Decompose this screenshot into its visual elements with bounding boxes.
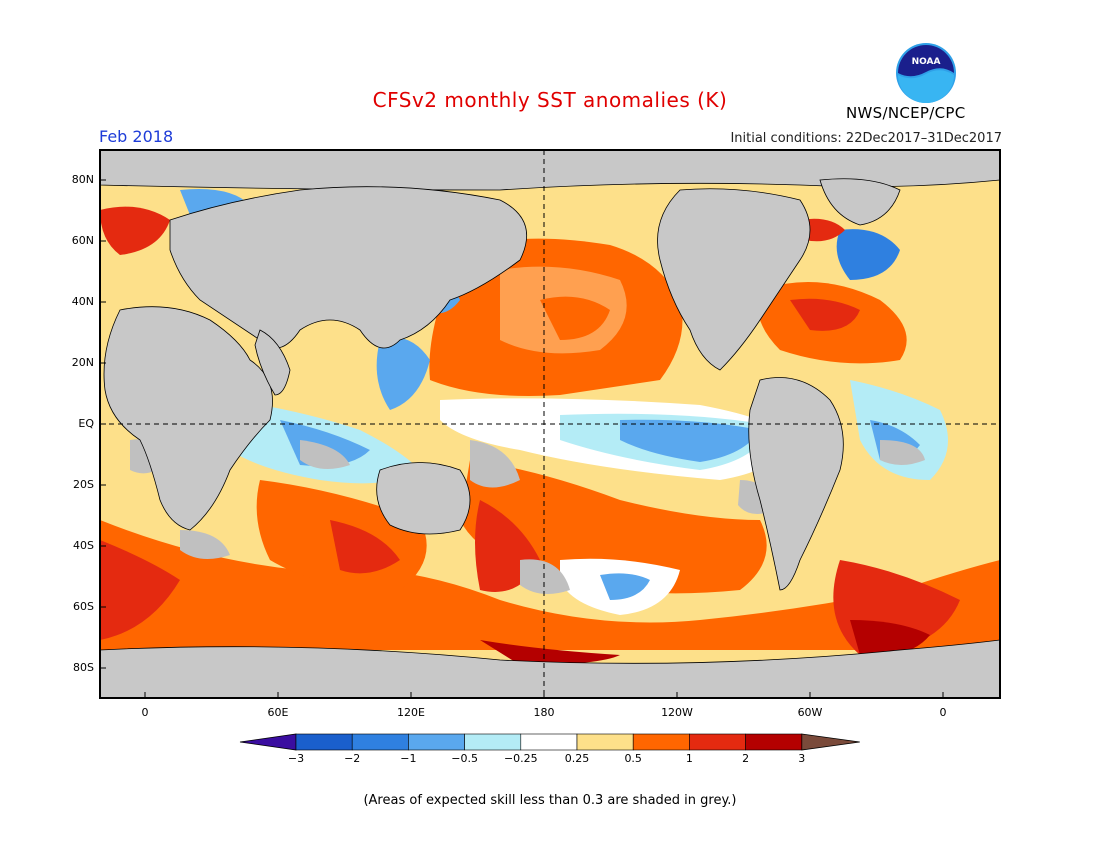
colorbar-segment bbox=[745, 733, 803, 751]
colorbar-tick-label: 3 bbox=[798, 752, 806, 765]
colorbar-segment bbox=[464, 733, 522, 751]
antarctica bbox=[100, 639, 1000, 698]
initial-conditions-label: Initial conditions: 22Dec2017–31Dec2017 bbox=[730, 131, 1002, 146]
colorbar-tick-label: −1 bbox=[400, 752, 417, 765]
lat-label: 40N bbox=[71, 295, 94, 308]
lon-label: 60W bbox=[797, 706, 823, 719]
lon-label: 0 bbox=[939, 706, 947, 719]
colorbar-segment bbox=[689, 733, 746, 751]
logo-text: NOAA bbox=[912, 57, 941, 67]
lon-label: 180 bbox=[533, 706, 555, 719]
colorbar-tick-label: 0.25 bbox=[564, 752, 590, 765]
lat-label: 20N bbox=[71, 356, 94, 369]
lat-label: 20S bbox=[73, 478, 94, 491]
map-title: CFSv2 monthly SST anomalies (K) bbox=[372, 88, 728, 112]
lat-label: 80S bbox=[73, 661, 94, 674]
noaa-logo: NOAA bbox=[896, 43, 956, 103]
colorbar-segment bbox=[351, 733, 409, 751]
lon-label: 120W bbox=[661, 706, 693, 719]
colorbar-segment bbox=[632, 733, 690, 751]
forecast-month: Feb 2018 bbox=[99, 127, 174, 146]
south-america bbox=[748, 377, 844, 591]
colorbar-segment bbox=[520, 733, 578, 751]
colorbar-max-arrow bbox=[801, 733, 860, 751]
greenland bbox=[819, 178, 901, 226]
colorbar-segment bbox=[295, 733, 353, 751]
colorbar-tick-label: −3 bbox=[287, 752, 305, 765]
colorbar-tick-label: −0.5 bbox=[451, 752, 478, 765]
africa bbox=[103, 306, 273, 531]
lat-label: 80N bbox=[71, 173, 94, 186]
agency-label: NWS/NCEP/CPC bbox=[846, 104, 966, 122]
lat-label: 60S bbox=[73, 600, 94, 613]
colorbar-tick-label: −2 bbox=[344, 752, 361, 765]
lat-label: 40S bbox=[73, 539, 94, 552]
colorbar-tick-label: 1 bbox=[685, 752, 693, 765]
colorbar-segment bbox=[576, 733, 634, 751]
australia bbox=[376, 462, 471, 535]
india bbox=[254, 329, 291, 396]
lat-label: EQ bbox=[78, 417, 94, 430]
skill-note: (Areas of expected skill less than 0.3 a… bbox=[363, 793, 737, 808]
lon-label: 60E bbox=[267, 706, 289, 719]
lat-label: 60N bbox=[71, 234, 94, 247]
latitude-ticks bbox=[100, 179, 106, 669]
colorbar-segment bbox=[408, 733, 465, 751]
lon-label: 120E bbox=[397, 706, 425, 719]
north-america bbox=[657, 188, 811, 371]
colorbar bbox=[239, 733, 860, 751]
colorbar-min-arrow bbox=[239, 733, 297, 751]
colorbar-tick-label: −0.25 bbox=[503, 752, 538, 765]
colorbar-tick-label: 2 bbox=[742, 752, 750, 765]
lon-label: 0 bbox=[141, 706, 149, 719]
colorbar-tick-label: 0.5 bbox=[624, 752, 642, 765]
eurasia bbox=[169, 186, 528, 349]
longitude-ticks bbox=[144, 692, 944, 698]
continents bbox=[100, 150, 1000, 698]
